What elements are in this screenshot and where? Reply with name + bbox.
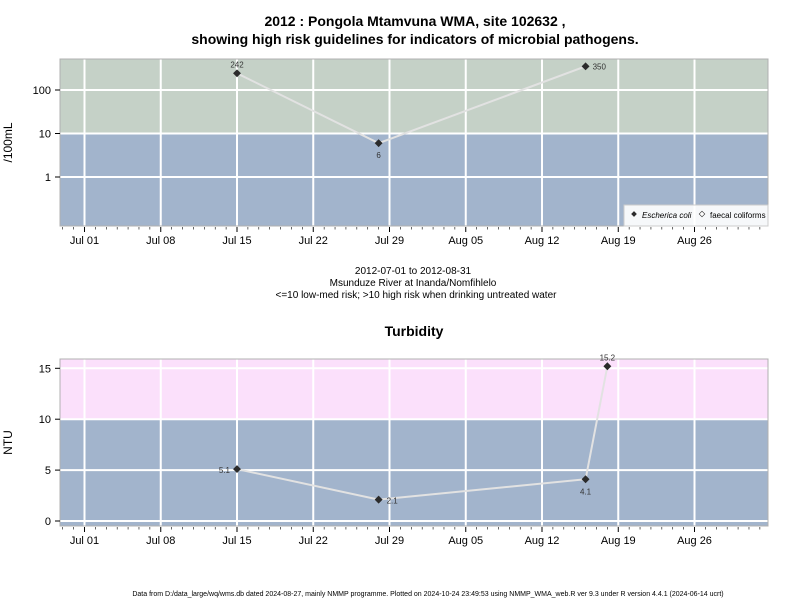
x-tick-label: Jul 22 [299,535,328,547]
x-tick-label: Jul 15 [222,235,251,247]
x-tick-label: Aug 26 [677,535,712,547]
x-tick-label: Jul 01 [70,535,99,547]
turbidity-panel: Jul 01 Jul 08 Jul 15 Jul 22 Jul 29 Aug 05 Aug … [1,353,769,547]
data-label: 2.1 [387,497,399,506]
data-point [233,465,241,474]
low-risk-band [60,419,768,526]
x-tick-label: Aug 19 [601,235,636,247]
data-label: 15.2 [600,353,616,362]
y-tick-label: 10 [39,414,51,426]
x-tick-label: Aug 05 [448,535,483,547]
x-tick-label: Aug 19 [601,535,636,547]
x-tick-label: Aug 05 [448,235,483,247]
high-risk-band [60,59,768,134]
data-label: 5.1 [219,466,231,475]
footer-text: Data from D:/data_large/wq/wms.db dated … [132,591,723,598]
location-text: Msunduze River at Inanda/Nomfihlelo [330,278,497,289]
x-tick-label: Jul 08 [146,235,175,247]
legend-label-faecal: faecal coliforms [710,211,766,220]
legend: Escherica coli faecal coliforms [623,204,769,227]
y-tick-label: 100 [33,85,51,97]
legend-marker-faecal [698,210,706,218]
legend-marker-ecoli [631,211,637,217]
x-tick-label: Jul 29 [375,535,404,547]
chart-title-line2: showing high risk guidelines for indicat… [191,31,638,47]
legend-box [623,204,769,227]
y-axis-label: /100mL [1,122,15,162]
x-tick-label: Jul 01 [70,235,99,247]
legend-label-ecoli: Escherica coli [642,211,692,220]
x-tick-label: Jul 22 [299,235,328,247]
data-label: 4.1 [580,487,592,496]
plot-frame [59,358,769,527]
data-label: 242 [230,60,244,69]
y-tick-label: 15 [39,363,51,375]
data-point [374,139,383,148]
chart-title-line1: 2012 : Pongola Mtamvuna WMA, site 102632… [264,13,565,29]
y-axis-label: NTU [1,430,15,455]
x-tick-label: Jul 29 [375,235,404,247]
x-tick-label: Jul 15 [222,535,251,547]
x-tick-label: Aug 12 [525,235,560,247]
data-label: 350 [593,62,607,71]
turbidity-title: Turbidity [385,323,444,339]
y-tick-label: 1 [45,172,51,184]
plot-frame [59,58,769,227]
date-range-text: 2012-07-01 to 2012-08-31 [355,266,472,277]
risk-note-text: <=10 low-med risk; >10 high risk when dr… [276,290,558,301]
data-label: 6 [376,151,381,160]
y-tick-label: 10 [39,129,51,141]
x-tick-label: Jul 08 [146,535,175,547]
data-point [603,362,612,371]
x-tick-label: Aug 12 [525,535,560,547]
y-tick-label: 5 [45,465,51,477]
series-line [236,366,609,501]
x-tick-label: Aug 26 [677,235,712,247]
y-tick-label: 0 [45,516,51,528]
microbial-panel: Jul 01 Jul 08 Jul 15 Jul 22 Jul 29 Aug 05 Aug … [1,58,769,247]
data-point [374,495,383,504]
